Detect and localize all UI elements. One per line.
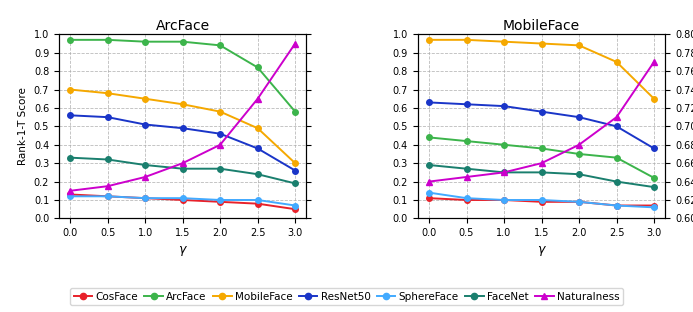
Title: MobileFace: MobileFace <box>503 19 580 33</box>
Legend: CosFace, ArcFace, MobileFace, ResNet50, SphereFace, FaceNet, Naturalness: CosFace, ArcFace, MobileFace, ResNet50, … <box>70 288 623 305</box>
X-axis label: $\gamma$: $\gamma$ <box>177 244 188 258</box>
Title: ArcFace: ArcFace <box>156 19 210 33</box>
Y-axis label: Rank-1-T Score: Rank-1-T Score <box>18 87 28 165</box>
X-axis label: $\gamma$: $\gamma$ <box>536 244 547 258</box>
